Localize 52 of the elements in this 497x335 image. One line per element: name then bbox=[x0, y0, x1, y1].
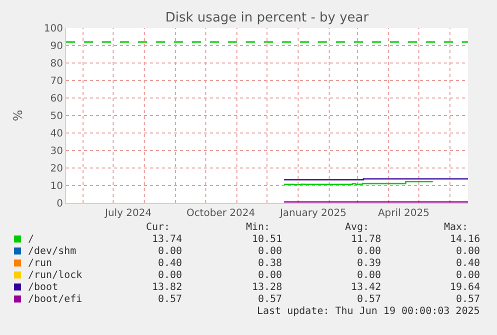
text: 0.57 bbox=[258, 294, 282, 305]
text: 0.38 bbox=[258, 258, 282, 269]
text: Cur: bbox=[146, 222, 170, 233]
text: 0.00 bbox=[357, 270, 382, 281]
text: 0.00 bbox=[456, 270, 480, 281]
y-tick-label: 30 bbox=[50, 146, 63, 157]
text: 10.51 bbox=[252, 234, 282, 245]
text: 0.00 bbox=[258, 246, 282, 257]
legend-label: / bbox=[28, 234, 34, 245]
text: 13.42 bbox=[351, 282, 382, 293]
text: Avg: bbox=[345, 222, 370, 233]
legend-label: /boot bbox=[28, 282, 58, 293]
text: 0.40 bbox=[158, 258, 182, 269]
text: 0.57 bbox=[158, 294, 182, 305]
text: 14.16 bbox=[450, 234, 480, 245]
x-tick-label: October 2024 bbox=[186, 208, 256, 219]
y-tick-label: 70 bbox=[50, 76, 63, 87]
chart-title: Disk usage in percent - by year bbox=[165, 10, 370, 26]
text: 0.00 bbox=[456, 246, 480, 257]
text: 0.00 bbox=[258, 270, 282, 281]
text: Last update: Thu Jun 19 00:00:03 2025 bbox=[257, 306, 480, 317]
text: 0.00 bbox=[158, 246, 182, 257]
text: Max: bbox=[444, 222, 468, 233]
text: Min: bbox=[246, 222, 270, 233]
text: 0.57 bbox=[456, 294, 480, 305]
text: 0.00 bbox=[357, 246, 382, 257]
x-tick-label: July 2024 bbox=[104, 208, 152, 219]
text: 0.39 bbox=[357, 258, 382, 269]
legend-label: /dev/shm bbox=[28, 246, 76, 257]
y-tick-label: 80 bbox=[50, 58, 63, 70]
text: 13.74 bbox=[152, 234, 182, 245]
y-tick-label: 60 bbox=[50, 94, 63, 104]
y-tick-label: 100 bbox=[44, 24, 63, 34]
text: 13.82 bbox=[152, 282, 182, 293]
text: 13.28 bbox=[252, 282, 282, 293]
text: 19.64 bbox=[450, 282, 480, 293]
legend-label: /run/lock bbox=[28, 270, 82, 281]
y-tick-label: 10 bbox=[50, 181, 63, 192]
x-tick-label: January 2025 bbox=[278, 208, 347, 219]
text: 0.57 bbox=[357, 294, 382, 305]
y-tick-label: 90 bbox=[50, 41, 63, 52]
y-tick-label: 50 bbox=[50, 111, 63, 122]
x-tick-label: April 2025 bbox=[378, 208, 430, 219]
text: 0.40 bbox=[456, 258, 480, 269]
y-tick-label: 20 bbox=[50, 164, 63, 174]
legend-label: /run bbox=[28, 258, 52, 269]
y-tick-label: 0 bbox=[56, 198, 63, 210]
text: 11.78 bbox=[351, 234, 382, 245]
y-tick-label: 40 bbox=[50, 128, 63, 140]
text: 0.00 bbox=[158, 270, 182, 281]
legend-label: /boot/efi bbox=[28, 294, 82, 305]
y-axis-title: % bbox=[11, 110, 26, 122]
